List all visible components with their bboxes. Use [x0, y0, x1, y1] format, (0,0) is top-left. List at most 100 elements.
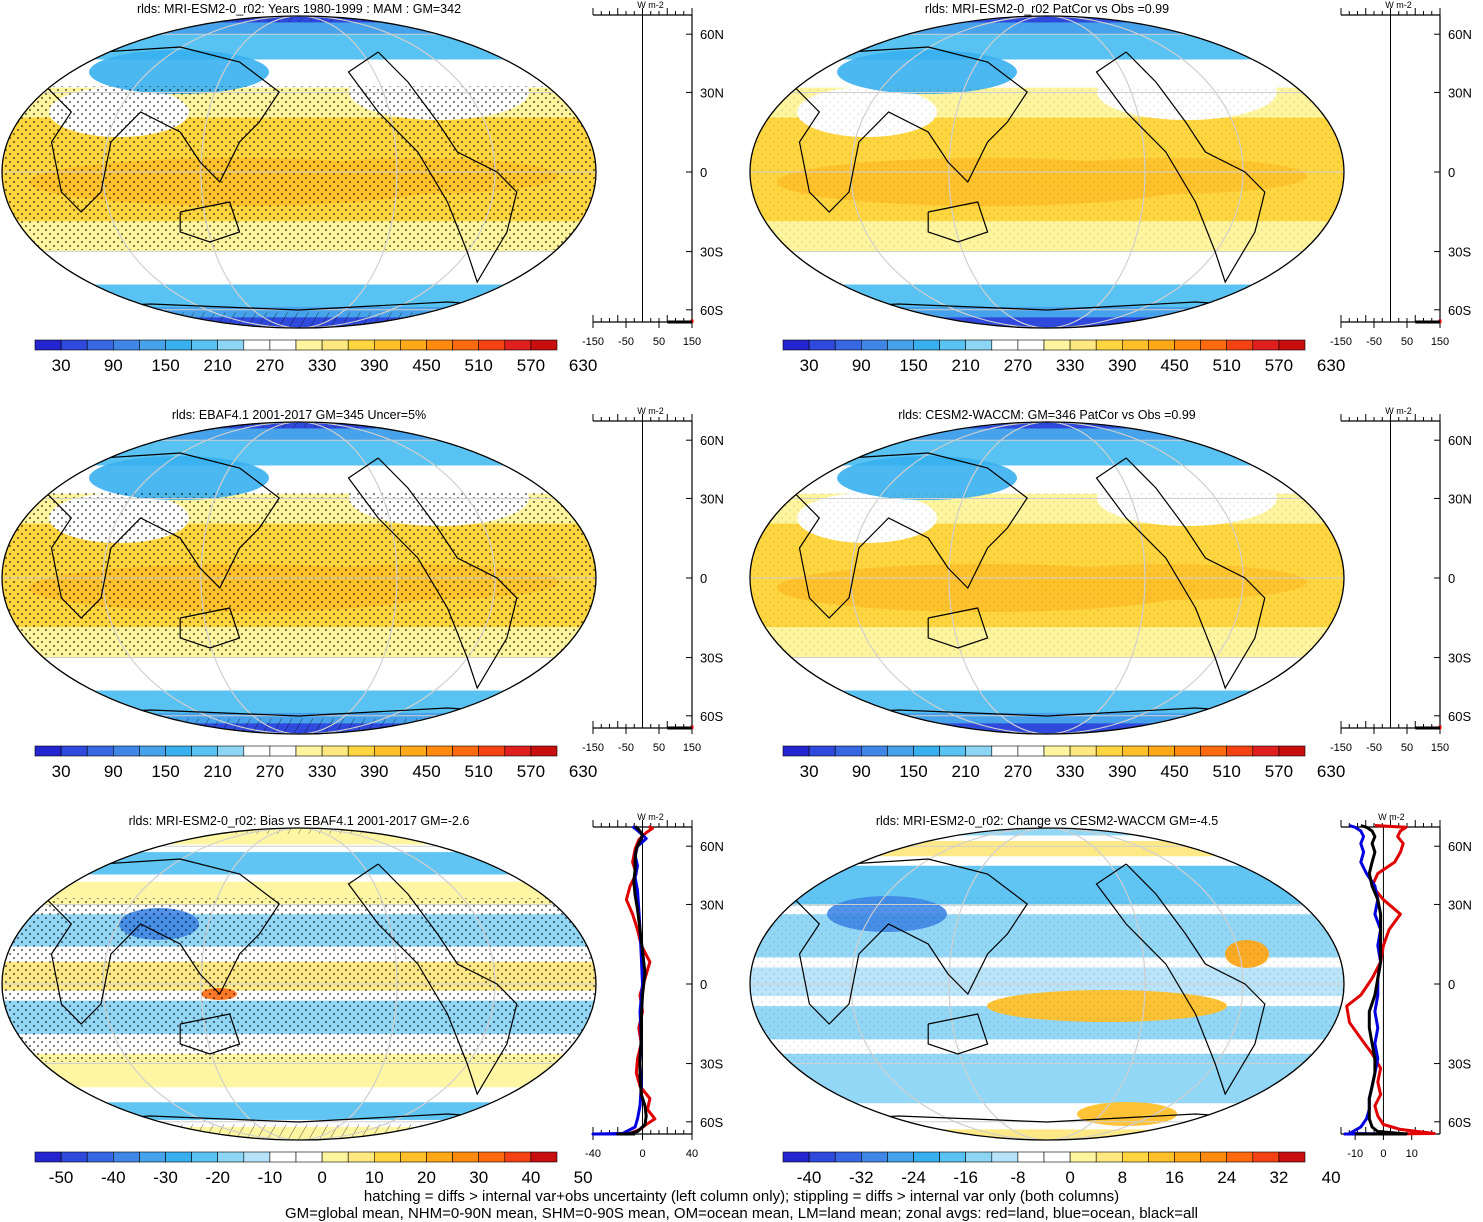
colorbar-swatch	[808, 745, 836, 757]
zonal-x-tick-label: -150	[582, 336, 604, 348]
colorbar-swatch	[321, 339, 349, 351]
colorbar-swatch	[269, 1151, 297, 1163]
colorbar-label: 510	[465, 762, 493, 781]
colorbar-swatch	[373, 745, 401, 757]
colorbar-swatch	[113, 339, 140, 351]
zonal-mean-plot: W m-2 -150 -50 50 150 60N 30N 0 30S 60S	[582, 0, 724, 348]
map-border	[749, 421, 1345, 735]
colorbar-swatch	[426, 339, 453, 351]
panel-title: rlds: CESM2-WACCM: GM=346 PatCor vs Obs …	[898, 408, 1196, 422]
map-field	[2, 16, 596, 328]
colorbar-swatch	[295, 1151, 323, 1163]
colorbar-swatch	[1226, 1151, 1254, 1163]
colorbar-swatch	[1278, 339, 1306, 351]
colorbar-swatch	[1069, 745, 1097, 757]
colorbar-swatch	[860, 339, 888, 351]
colorbar-label: 390	[360, 762, 388, 781]
colorbar-swatch	[347, 339, 375, 351]
colorbar-swatch	[1017, 745, 1045, 757]
zonal-lat-label: 30N	[1448, 491, 1472, 506]
zonal-lat-label: 30N	[700, 491, 724, 506]
colorbar-swatch	[86, 1151, 114, 1163]
colorbar-swatch	[782, 1151, 810, 1163]
colorbar-swatch	[1069, 339, 1097, 351]
colorbar-swatch	[1148, 1151, 1175, 1163]
figure: rlds: MRI-ESM2-0_r02: Years 1980-1999 : …	[1, 0, 1472, 1187]
colorbar-label: 30	[469, 1168, 488, 1187]
colorbar-swatch	[452, 1151, 480, 1163]
zonal-mean-plot: W m-2 -40 0 40 60N 30N 0 30S 60S	[585, 812, 724, 1160]
colorbar-label: 630	[1317, 762, 1345, 781]
colorbar-swatch	[1252, 339, 1280, 351]
colorbar-swatch	[321, 1151, 349, 1163]
panel-3: rlds: EBAF4.1 2001-2017 GM=345 Uncer=5% 3…	[1, 406, 724, 781]
colorbar-swatch	[1069, 1151, 1097, 1163]
colorbar-label: 210	[204, 762, 232, 781]
zonal-lat-label: 60S	[1448, 709, 1471, 724]
colorbar-label: 450	[412, 762, 440, 781]
colorbar-label: 630	[1317, 356, 1345, 375]
colorbar-swatch	[86, 745, 114, 757]
zonal-unit-label: W m-2	[637, 406, 664, 416]
map-field	[750, 828, 1344, 1140]
colorbar-swatch	[530, 745, 558, 757]
zonal-lat-label: 0	[700, 571, 707, 586]
colorbar-swatch	[504, 339, 532, 351]
zonal-lat-label: 30N	[700, 897, 724, 912]
colorbar-label: -20	[205, 1168, 230, 1187]
colorbar-swatch	[86, 339, 114, 351]
zonal-x-tick-label: -40	[585, 1148, 601, 1160]
colorbar-swatch	[834, 745, 862, 757]
zonal-lat-label: 60N	[1448, 433, 1472, 448]
colorbar-swatch	[139, 339, 166, 351]
colorbar-swatch	[965, 339, 993, 351]
map-border	[1, 15, 597, 329]
zonal-lat-label: 0	[700, 977, 707, 992]
colorbar-swatch	[1095, 339, 1123, 351]
zonal-x-tick-label: 50	[1401, 336, 1413, 348]
colorbar-swatch	[373, 1151, 401, 1163]
colorbar-swatch	[1226, 745, 1254, 757]
colorbar-label: 330	[308, 356, 336, 375]
panel-4: rlds: CESM2-WACCM: GM=346 PatCor vs Obs …	[749, 406, 1472, 781]
zonal-x-tick-label: -150	[1330, 336, 1352, 348]
colorbar: 30 90 150 210 270 330 390 450 510 570 630	[782, 339, 1345, 375]
zonal-mean-plot: W m-2 -10 0 10 60N 30N 0 30S 60S	[1340, 812, 1472, 1160]
zonal-x-tick-label: 0	[1380, 1148, 1386, 1160]
colorbar-swatch	[400, 1151, 427, 1163]
zonal-x-tick-label: -150	[1330, 742, 1352, 754]
colorbar-swatch	[860, 1151, 888, 1163]
colorbar-label: 270	[1004, 356, 1032, 375]
zonal-series-line	[610, 825, 657, 1136]
colorbar-label: 40	[521, 1168, 540, 1187]
colorbar-label: 390	[1108, 762, 1136, 781]
colorbar-swatch	[504, 1151, 532, 1163]
colorbar-swatch	[991, 745, 1019, 757]
colorbar-swatch	[991, 339, 1019, 351]
zonal-lat-label: 0	[1448, 165, 1455, 180]
colorbar-label: -40	[101, 1168, 126, 1187]
zonal-x-tick-label: -150	[582, 742, 604, 754]
panel-2: rlds: MRI-ESM2-0_r02 PatCor vs Obs =0.99…	[749, 0, 1472, 375]
zonal-lat-label: 60S	[700, 1115, 723, 1130]
colorbar-swatch	[217, 1151, 245, 1163]
colorbar-swatch	[887, 339, 914, 351]
zonal-x-tick-label: 40	[686, 1148, 698, 1160]
colorbar-swatch	[1278, 1151, 1306, 1163]
colorbar-swatch	[165, 745, 192, 757]
colorbar-label: -8	[1010, 1168, 1025, 1187]
colorbar-swatch	[165, 1151, 192, 1163]
colorbar: 30 90 150 210 270 330 390 450 510 570 630	[782, 745, 1345, 781]
colorbar-swatch	[139, 745, 166, 757]
colorbar-swatch	[217, 745, 245, 757]
colorbar-label: 150	[899, 762, 927, 781]
zonal-x-tick-label: -50	[1366, 336, 1382, 348]
colorbar-swatch	[400, 745, 427, 757]
zonal-x-tick-label: 150	[683, 336, 701, 348]
colorbar-swatch	[887, 1151, 914, 1163]
zonal-lat-label: 60N	[1448, 839, 1472, 854]
zonal-lat-label: 60N	[1448, 27, 1472, 42]
zonal-lat-label: 60S	[700, 303, 723, 318]
colorbar-swatch	[243, 339, 271, 351]
colorbar-swatch	[1252, 745, 1280, 757]
